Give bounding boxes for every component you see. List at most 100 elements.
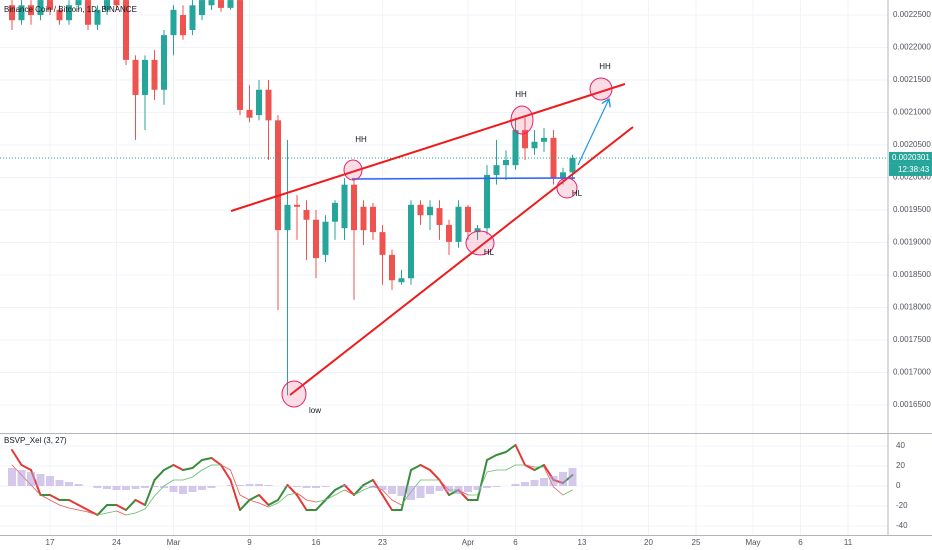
histogram-bar [549,476,558,486]
y-tick-label: 0.0019000 [893,238,931,247]
y-tick-label: 0.0022000 [893,43,931,52]
x-tick-label: 11 [844,538,853,547]
countdown-box [889,163,932,176]
y-tick-label: 0.0022500 [893,10,931,19]
candle-body [237,0,243,110]
highlight [510,105,534,135]
indicator-segment [78,509,89,513]
x-tick-label: 17 [46,538,55,547]
chart-title: Binance Coin / Bitcoin, 1D, BINANCE [4,5,137,14]
indicator-segment [372,479,384,496]
candle-body [294,204,300,207]
indicator-segment [486,469,497,473]
indicator-segment [287,492,298,496]
histogram-bar [359,486,368,487]
indicator-segment [267,499,279,506]
histogram-bar [169,486,178,492]
histogram-bar [388,486,396,494]
x-tick-label: 23 [378,538,387,547]
candle-body [465,206,471,233]
indicator-segment [134,499,146,506]
indicator-segment [324,489,336,501]
histogram-bar [112,486,121,490]
x-tick-label: 6 [798,538,803,547]
histogram-bar [122,486,130,490]
x-tick-label: 13 [578,538,587,547]
candle-body [550,137,557,179]
candle-body [47,0,53,10]
histogram-bar [312,486,320,488]
indicator-segment [353,489,364,496]
y-tick-label: 0.0021000 [893,108,931,117]
candle-body [199,0,205,16]
candle-body [446,224,452,242]
indicator-segment [30,484,41,496]
indicator-segment [391,499,402,506]
indicator-segment [77,504,89,511]
histogram-bar [559,472,567,486]
indicator-segment [68,499,80,506]
support-line [351,177,576,180]
histogram-bar [150,486,159,487]
indicator-segment [258,502,269,508]
indicator-segment [68,507,79,511]
x-tick-label: 9 [247,538,252,547]
x-tick-label: 16 [312,538,321,547]
indicator-segment [296,492,307,501]
candle-body [265,89,272,121]
candle-body [569,158,576,173]
indicator-segment [344,489,355,496]
drawings [230,77,634,408]
indicator-segment [429,469,441,481]
indicator-segment [382,489,393,501]
candle-body [104,0,110,10]
histogram-bar [65,482,73,486]
y-tick-label: -40 [896,521,908,530]
histogram-bar [492,486,501,487]
histogram-bar [540,478,548,486]
candle-body [275,120,281,231]
histogram-bar [483,486,491,488]
histogram-bar [511,484,520,486]
y-tick-label: 0.0020000 [893,173,931,182]
annotation: HL [572,189,583,198]
candle-body [123,0,129,60]
highlight [556,177,578,199]
grid [0,0,888,535]
indicator-segment [562,489,573,496]
lower-trendline [289,126,634,396]
histogram-bar [207,486,216,488]
axes: 0.0016500 0.0017000 0.0017500 0.0018000 0.00… [46,10,932,547]
histogram-bar [55,480,64,486]
countdown-label: 12:38:43 [898,165,930,174]
indicator-segment [144,495,155,510]
indicator-segment [201,457,213,461]
histogram-bar [426,486,434,494]
histogram-bar [264,485,273,486]
indicator-segment [191,459,203,469]
annotation: HH [515,90,527,99]
candle-body [75,0,82,6]
candle-body [455,206,462,242]
indicator-segment [315,499,327,511]
candle-body [303,210,310,220]
indicator-segment [201,464,212,471]
indicator-segment [182,476,193,481]
histogram-bar [407,486,415,500]
candle-body [398,278,405,283]
indicator-segment [362,479,374,486]
histogram-bar [141,486,149,488]
indicator-segment [239,494,250,501]
candle-body [360,206,367,231]
histogram-bar [293,486,301,487]
histogram-bar [74,484,83,486]
candle-body [94,9,101,25]
candle-body [132,59,139,95]
indicator-segment [40,494,51,501]
x-tick-label: May [745,538,760,547]
indicator-segment [505,444,517,453]
indicator-segment [524,464,535,468]
indicator-segment [125,512,136,516]
candle-body [9,5,15,21]
